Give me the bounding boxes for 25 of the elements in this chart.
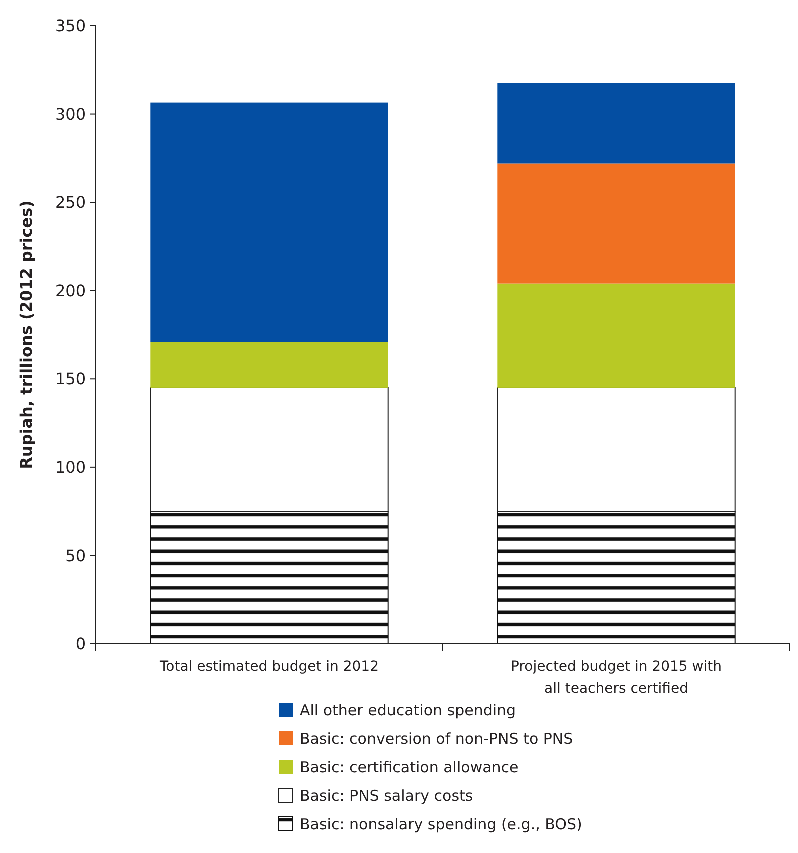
- bar: [150, 342, 388, 388]
- legend-label: All other education spending: [300, 701, 516, 720]
- bar: [497, 387, 736, 512]
- bar: [498, 164, 736, 284]
- bar: [150, 511, 389, 644]
- x-tick-label: Total estimated budget in 2012: [158, 659, 380, 675]
- y-tick-label: 100: [55, 458, 86, 478]
- y-tick-label: 250: [55, 193, 86, 212]
- bar: [498, 83, 736, 164]
- y-tick-label: 350: [55, 16, 86, 36]
- legend-label: Basic: nonsalary spending (e.g., BOS): [300, 815, 582, 834]
- y-tick-label: 0: [76, 634, 86, 654]
- bar: [150, 387, 389, 512]
- legend-label: Basic: PNS salary costs: [300, 786, 474, 805]
- y-tick-label: 50: [66, 546, 86, 566]
- bar: [150, 102, 388, 342]
- y-axis-title: Rupiah, trillions (2012 prices): [17, 200, 36, 470]
- y-tick-label: 200: [55, 281, 86, 300]
- bar: [498, 284, 736, 388]
- legend-label: Basic: certification allowance: [300, 758, 519, 776]
- x-tick-label: Projected budget in 2015 with all teachers certified: [511, 659, 722, 697]
- legend-label: Basic: conversion of non-PNS to PNS: [300, 730, 574, 748]
- y-tick-label: 150: [55, 370, 86, 389]
- y-tick-label: 300: [55, 104, 86, 124]
- bar: [497, 511, 736, 644]
